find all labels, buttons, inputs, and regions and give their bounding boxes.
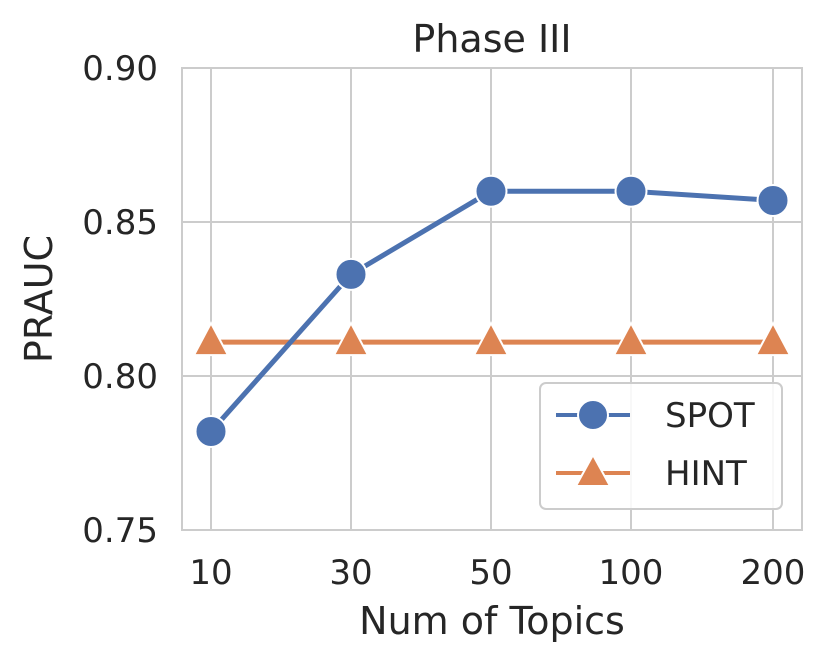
x-tick-label: 50	[469, 553, 512, 593]
x-tick-label: 100	[599, 553, 664, 593]
legend-label-spot: SPOT	[665, 396, 755, 436]
data-point-spot	[756, 183, 790, 217]
plot-frame	[181, 67, 803, 531]
x-tick-labels: 10 30 50 100 200	[189, 553, 805, 593]
chart-title: Phase III	[412, 17, 571, 61]
x-tick-label: 10	[189, 553, 232, 593]
legend-marker-hint	[574, 452, 612, 487]
y-tick-label: 0.75	[82, 511, 158, 551]
data-point-hint	[754, 320, 792, 357]
data-point-hint	[472, 320, 510, 357]
x-tick-label: 200	[741, 553, 806, 593]
data-point-hint	[612, 320, 650, 357]
data-point-hint	[192, 320, 230, 357]
y-tick-label: 0.85	[82, 203, 158, 243]
data-point-spot	[334, 257, 368, 291]
x-tick-label: 30	[329, 553, 372, 593]
data-point-spot	[194, 414, 228, 448]
y-tick-labels: 0.75 0.80 0.85 0.90	[82, 49, 158, 551]
data-point-spot	[614, 174, 648, 208]
series-layer	[192, 174, 792, 448]
legend-label-hint: HINT	[665, 454, 747, 494]
data-point-hint	[332, 320, 370, 357]
x-axis-label: Num of Topics	[359, 599, 625, 643]
data-point-spot	[474, 174, 508, 208]
y-tick-label: 0.80	[82, 357, 158, 397]
y-axis-label: PRAUC	[17, 235, 61, 363]
legend: SPOT HINT	[539, 382, 783, 510]
y-tick-label: 0.90	[82, 49, 158, 89]
legend-marker-spot	[577, 399, 609, 431]
